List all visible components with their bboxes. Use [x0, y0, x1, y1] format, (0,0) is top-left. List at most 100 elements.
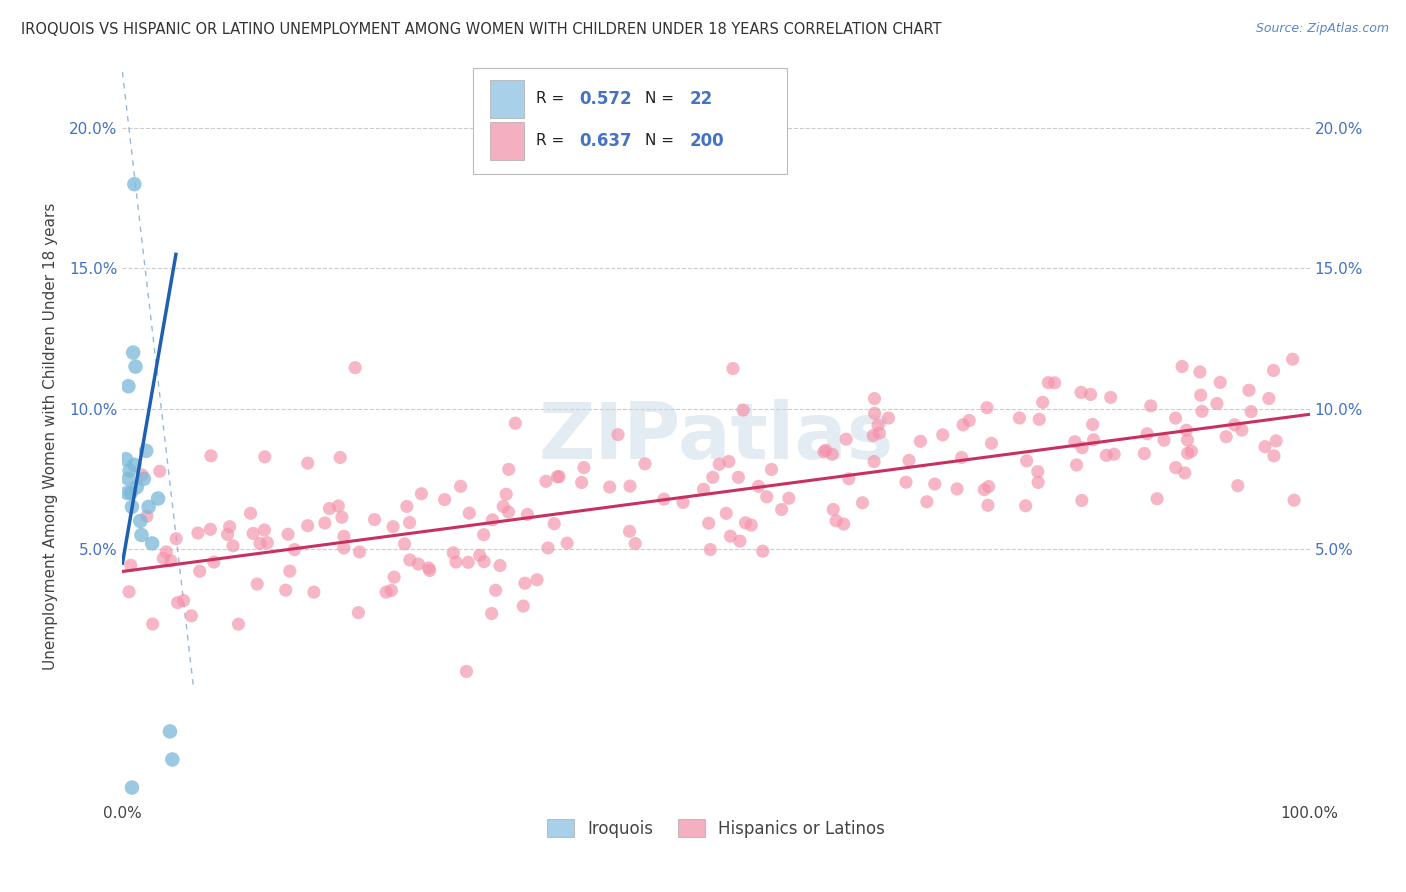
Point: [131, 528, 153, 542]
Point: [1081, 417, 1104, 432]
Point: [814, 443, 837, 458]
Point: [709, 457, 731, 471]
Point: [450, 479, 472, 493]
Point: [977, 498, 1000, 512]
Point: [740, 518, 762, 533]
Point: [761, 462, 783, 476]
Point: [253, 523, 276, 537]
Point: [472, 527, 495, 541]
Point: [734, 516, 756, 530]
Point: [1146, 491, 1168, 506]
Point: [468, 549, 491, 563]
Point: [398, 516, 420, 530]
Text: 0.637: 0.637: [579, 131, 633, 150]
Point: [200, 449, 222, 463]
Point: [932, 428, 955, 442]
Point: [555, 536, 578, 550]
Point: [330, 510, 353, 524]
Point: [950, 450, 973, 465]
Point: [132, 472, 155, 486]
Point: [1071, 441, 1094, 455]
Point: [752, 544, 775, 558]
Point: [457, 555, 479, 569]
Point: [813, 445, 835, 459]
Point: [162, 752, 184, 766]
Point: [117, 379, 139, 393]
Point: [1080, 387, 1102, 401]
Point: [202, 555, 225, 569]
Point: [173, 593, 195, 607]
Point: [180, 608, 202, 623]
Point: [1102, 447, 1125, 461]
Point: [652, 492, 675, 507]
Point: [135, 443, 157, 458]
Point: [946, 482, 969, 496]
FancyBboxPatch shape: [472, 69, 787, 174]
Text: 0.572: 0.572: [579, 90, 633, 108]
Point: [228, 617, 250, 632]
Point: [877, 411, 900, 425]
Point: [118, 584, 141, 599]
Point: [159, 724, 181, 739]
Point: [976, 401, 998, 415]
Point: [1180, 444, 1202, 458]
Point: [283, 542, 305, 557]
Point: [138, 500, 160, 514]
Legend: Iroquois, Hispanics or Latinos: Iroquois, Hispanics or Latinos: [540, 813, 891, 845]
Point: [120, 558, 142, 573]
Point: [1263, 449, 1285, 463]
Point: [526, 573, 548, 587]
Point: [274, 583, 297, 598]
Text: IROQUOIS VS HISPANIC OR LATINO UNEMPLOYMENT AMONG WOMEN WITH CHILDREN UNDER 18 Y: IROQUOIS VS HISPANIC OR LATINO UNEMPLOYM…: [21, 22, 942, 37]
Point: [619, 524, 641, 539]
Point: [699, 542, 721, 557]
Point: [481, 513, 503, 527]
Point: [727, 470, 749, 484]
Point: [716, 506, 738, 520]
Point: [217, 527, 239, 541]
Point: [1206, 396, 1229, 410]
Point: [731, 403, 754, 417]
Point: [277, 527, 299, 541]
Point: [1175, 423, 1198, 437]
Point: [1215, 430, 1237, 444]
Point: [728, 534, 751, 549]
Point: [1014, 499, 1036, 513]
Point: [344, 360, 367, 375]
Point: [1133, 446, 1156, 460]
Point: [472, 555, 495, 569]
Point: [1240, 404, 1263, 418]
Point: [256, 535, 278, 549]
Point: [155, 545, 177, 559]
Point: [770, 502, 793, 516]
Point: [411, 487, 433, 501]
Point: [297, 456, 319, 470]
Point: [375, 585, 398, 599]
Point: [1257, 392, 1279, 406]
Point: [142, 617, 165, 632]
Point: [395, 500, 418, 514]
Point: [1066, 458, 1088, 472]
Point: [117, 472, 139, 486]
Point: [721, 361, 744, 376]
Point: [838, 472, 860, 486]
Point: [915, 494, 938, 508]
Point: [1281, 352, 1303, 367]
Point: [1174, 466, 1197, 480]
Point: [537, 541, 560, 555]
Point: [246, 577, 269, 591]
Point: [692, 483, 714, 497]
Point: [825, 514, 848, 528]
Point: [441, 546, 464, 560]
Point: [868, 425, 890, 440]
Point: [1153, 433, 1175, 447]
Point: [977, 479, 1000, 493]
Point: [444, 555, 467, 569]
Point: [952, 417, 974, 432]
Point: [349, 545, 371, 559]
Point: [121, 780, 143, 795]
Point: [1070, 385, 1092, 400]
FancyBboxPatch shape: [491, 80, 523, 118]
Point: [823, 502, 845, 516]
Point: [1188, 365, 1211, 379]
